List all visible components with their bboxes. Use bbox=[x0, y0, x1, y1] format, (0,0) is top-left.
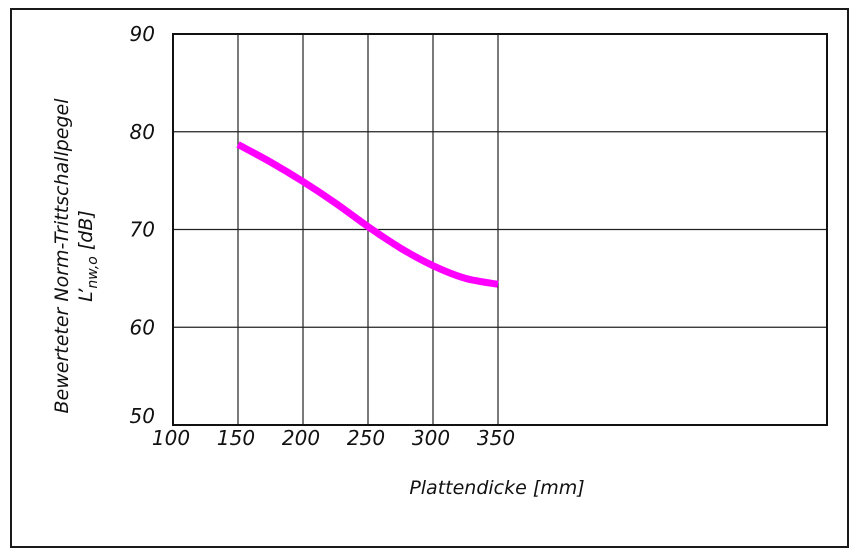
y-tick-labels: 50 60 70 80 90 bbox=[130, 22, 155, 428]
y-tick-label: 90 bbox=[130, 22, 155, 46]
x-tick-labels: 100 150 200 250 300 350 bbox=[152, 426, 515, 450]
y-axis-label-line2: L’nw,o [dB] bbox=[75, 210, 101, 302]
grid bbox=[173, 34, 827, 425]
x-axis-label: Plattendicke [mm] bbox=[409, 477, 584, 499]
x-tick-label: 200 bbox=[282, 426, 320, 450]
y-axis-subscript: nw,o bbox=[85, 256, 101, 288]
y-axis-unit: [dB] bbox=[75, 210, 97, 256]
y-tick-label: 80 bbox=[130, 120, 155, 144]
x-tick-label: 350 bbox=[477, 426, 515, 450]
y-axis-symbol: L’ bbox=[75, 288, 97, 302]
x-tick-label: 100 bbox=[152, 426, 190, 450]
y-axis-label: Bewerteter Norm-Trittschallpegel L’nw,o … bbox=[51, 98, 101, 414]
x-tick-label: 300 bbox=[412, 426, 450, 450]
series-line bbox=[236, 141, 499, 288]
y-axis-label-line1: Bewerteter Norm-Trittschallpegel bbox=[51, 98, 73, 414]
series-layer bbox=[236, 141, 499, 288]
y-tick-label: 60 bbox=[130, 315, 155, 339]
x-tick-label: 150 bbox=[217, 426, 255, 450]
x-tick-label: 250 bbox=[347, 426, 385, 450]
line-chart: 100 150 200 250 300 350 50 60 70 80 90 Plattendic… bbox=[51, 22, 828, 499]
plot-border bbox=[172, 33, 828, 426]
y-tick-label: 50 bbox=[130, 404, 155, 428]
y-tick-label: 70 bbox=[130, 218, 155, 242]
